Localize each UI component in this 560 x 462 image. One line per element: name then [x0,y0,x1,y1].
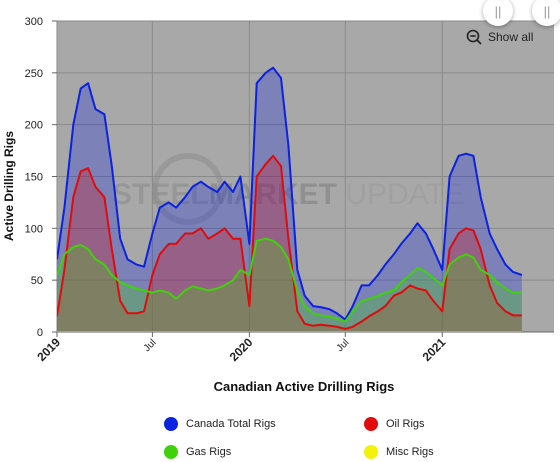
legend-label: Gas Rigs [186,446,232,458]
legend-swatch [364,445,378,459]
legend-label: Canada Total Rigs [186,418,276,430]
legend-swatch [164,445,178,459]
watermark-steel: STEEL [112,178,209,211]
x-tick-label: Jul [142,337,159,354]
legend-item-canada-total[interactable]: Canada Total Rigs [164,417,276,431]
series-areas [57,67,522,332]
y-tick-label: 50 [31,275,43,287]
legend-item-gas[interactable]: Gas Rigs [164,445,231,459]
x-tick-label: 2019 [34,335,63,364]
y-tick-label: 0 [37,327,43,339]
watermark-ring [152,153,224,225]
series-lines [57,66,523,332]
legend-swatch [364,417,378,431]
series-line-gas-rigs [57,237,522,323]
x-axis: 2019 Jul 2020 Jul 2021 [34,332,449,364]
series-area-oil-rigs [57,155,522,332]
watermark-market: MARKET [209,178,337,211]
y-axis-title: Active Drilling Rigs [2,131,16,241]
legend-item-misc[interactable]: Misc Rigs [364,445,434,459]
legend-label: Misc Rigs [386,446,434,458]
range-handle-left[interactable]: || [483,0,513,26]
y-axis: 0 50 100 150 200 250 300 [25,16,57,339]
watermark-text: STEELMARKET UPDATE [112,178,465,211]
series-line-oil-rigs [57,154,522,330]
x-tick-label: Jul [335,337,352,354]
y-tick-label: 250 [25,68,43,80]
x-tick-label: 2020 [227,335,256,364]
legend-item-oil[interactable]: Oil Rigs [364,417,425,431]
x-tick-label: 2021 [420,335,449,364]
watermark: STEELMARKET UPDATE [112,153,465,225]
series-area-gas-rigs [57,238,522,332]
y-tick-label: 300 [25,16,43,28]
y-tick-label: 200 [25,120,43,132]
range-handle-right[interactable]: || [532,0,560,26]
watermark-update: UPDATE [337,178,465,211]
series-line-canada-total-rigs [57,66,523,321]
zoom-out-icon [466,29,482,45]
series-area-canada-total-rigs [57,67,522,332]
y-tick-label: 100 [25,223,43,235]
y-tick-label: 150 [25,172,43,184]
legend-label: Oil Rigs [386,418,425,430]
x-axis-title: Canadian Active Drilling Rigs [214,379,395,394]
legend-swatch [164,417,178,431]
handle-grip-right: || [543,3,551,19]
show-all-button[interactable]: Show all [466,29,533,45]
show-all-label: Show all [488,30,534,44]
handle-grip-left: || [494,3,502,19]
